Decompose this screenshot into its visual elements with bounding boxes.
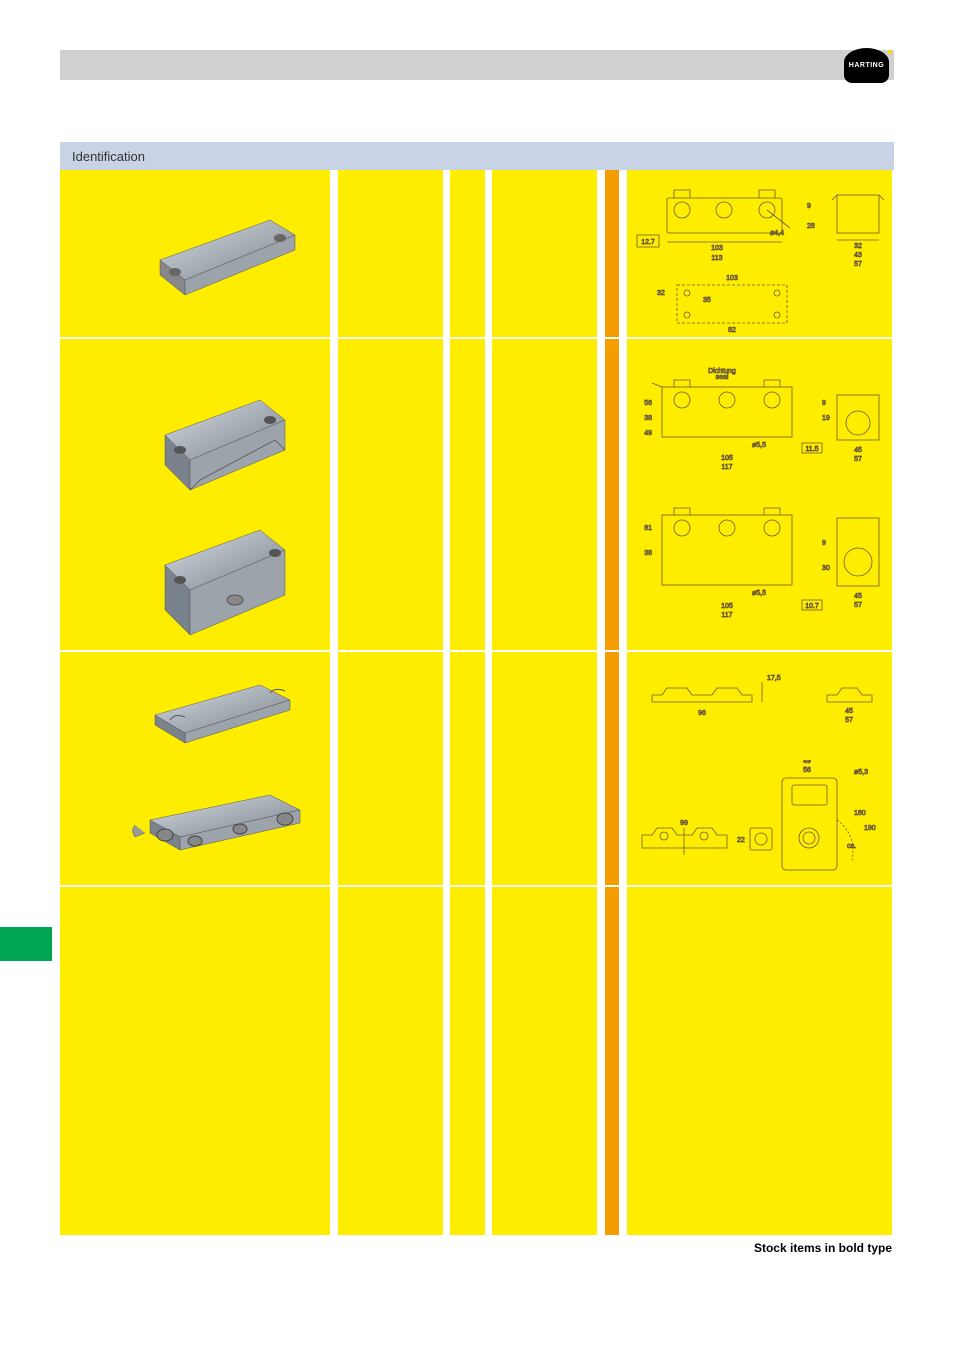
svg-text:ca.: ca. — [847, 843, 856, 850]
svg-text:57: 57 — [854, 456, 862, 463]
svg-text:180: 180 — [854, 810, 866, 817]
svg-text:81: 81 — [644, 525, 652, 532]
footer-note: Stock items in bold type — [754, 1241, 892, 1255]
logo-text: HARTING — [849, 62, 884, 69]
svg-text:49: 49 — [644, 430, 652, 437]
product-image-5 — [120, 775, 315, 865]
row-separator — [60, 650, 894, 652]
svg-text:35: 35 — [703, 297, 711, 304]
svg-text:seal: seal — [716, 374, 729, 381]
technical-diagram-4: 96 17,5 45 57 — [632, 660, 887, 725]
svg-text:ø5,5: ø5,5 — [752, 442, 766, 449]
svg-text:9: 9 — [822, 540, 826, 547]
product-image-4 — [130, 665, 305, 760]
svg-text:45: 45 — [854, 593, 862, 600]
product-image-1 — [130, 190, 305, 310]
svg-text:17,5: 17,5 — [767, 675, 781, 682]
header-bar — [60, 50, 894, 80]
identification-label: Identification — [72, 149, 145, 164]
svg-text:49: 49 — [803, 760, 811, 765]
section-tab-green — [0, 927, 52, 961]
svg-text:9: 9 — [807, 203, 811, 210]
svg-text:10.7: 10.7 — [805, 603, 819, 610]
technical-diagram-5: 99 22 56 49 180 190 ø5,3 ca. — [632, 760, 887, 880]
product-image-2 — [130, 365, 305, 495]
column-diagrams: 103 113 12.7 ø4,4 32 43 57 9 28 — [627, 170, 892, 1235]
svg-text:45: 45 — [854, 447, 862, 454]
row-separator — [60, 885, 894, 887]
svg-text:22: 22 — [737, 837, 745, 844]
svg-text:57: 57 — [845, 717, 853, 724]
technical-diagram-1: 103 113 12.7 ø4,4 32 43 57 9 28 — [632, 180, 887, 335]
svg-text:117: 117 — [721, 464, 732, 471]
svg-text:103: 103 — [726, 275, 738, 282]
technical-diagram-2: Dichtung seal 56 38 49 ø5,5 105 117 11.5 — [632, 365, 887, 475]
svg-text:105: 105 — [721, 455, 733, 462]
product-image-3 — [130, 505, 305, 645]
svg-text:ø5,3: ø5,3 — [854, 769, 868, 776]
svg-text:32: 32 — [657, 290, 665, 297]
column-2 — [338, 170, 443, 1235]
svg-text:96: 96 — [698, 710, 706, 717]
svg-text:57: 57 — [854, 602, 862, 609]
svg-text:82: 82 — [728, 327, 736, 334]
row-separator — [60, 337, 894, 339]
column-4 — [492, 170, 597, 1235]
svg-text:38: 38 — [644, 550, 652, 557]
column-3 — [450, 170, 485, 1235]
svg-text:45: 45 — [845, 708, 853, 715]
svg-text:12.7: 12.7 — [641, 239, 655, 246]
svg-text:190: 190 — [864, 825, 876, 832]
main-content-area: 103 113 12.7 ø4,4 32 43 57 9 28 — [60, 170, 894, 1235]
brand-logo: HARTING — [844, 48, 889, 83]
column-products — [60, 170, 330, 1235]
svg-text:11.5: 11.5 — [805, 446, 818, 453]
svg-text:105: 105 — [721, 603, 733, 610]
svg-text:9: 9 — [822, 400, 826, 407]
svg-text:ø5,5: ø5,5 — [752, 590, 766, 597]
svg-text:99: 99 — [680, 820, 688, 827]
identification-bar: Identification — [60, 142, 894, 170]
svg-text:117: 117 — [721, 612, 732, 619]
svg-text:28: 28 — [807, 223, 815, 230]
svg-text:ø4,4: ø4,4 — [770, 230, 784, 237]
svg-text:43: 43 — [854, 252, 862, 259]
svg-text:56: 56 — [644, 400, 652, 407]
technical-diagram-3: 81 38 ø5,5 105 117 10.7 9 30 45 57 — [632, 500, 887, 625]
svg-text:57: 57 — [854, 261, 862, 268]
svg-text:32: 32 — [854, 243, 862, 250]
svg-text:19: 19 — [822, 415, 830, 422]
svg-text:56: 56 — [803, 767, 811, 774]
svg-text:113: 113 — [711, 255, 722, 262]
svg-text:38: 38 — [644, 415, 652, 422]
column-orange-accent — [605, 170, 619, 1235]
svg-text:30: 30 — [822, 565, 830, 572]
svg-text:103: 103 — [711, 245, 723, 252]
